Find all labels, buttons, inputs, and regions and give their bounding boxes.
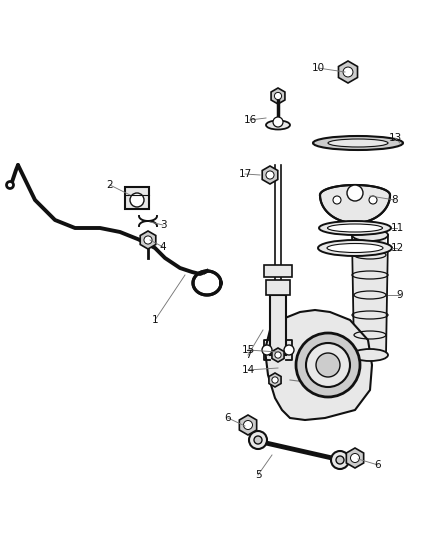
Circle shape xyxy=(275,352,281,358)
FancyBboxPatch shape xyxy=(125,187,149,209)
Circle shape xyxy=(274,92,282,100)
Ellipse shape xyxy=(327,244,383,253)
Polygon shape xyxy=(320,185,390,223)
Text: 14: 14 xyxy=(241,365,254,375)
Circle shape xyxy=(244,421,252,430)
Text: 15: 15 xyxy=(241,345,254,355)
Circle shape xyxy=(7,182,14,189)
Circle shape xyxy=(369,196,377,204)
Polygon shape xyxy=(193,271,221,295)
Circle shape xyxy=(350,454,360,463)
Circle shape xyxy=(306,343,350,387)
Text: 1: 1 xyxy=(152,315,158,325)
Text: 6: 6 xyxy=(374,460,381,470)
Circle shape xyxy=(284,345,294,355)
Polygon shape xyxy=(262,166,278,184)
Circle shape xyxy=(144,236,152,244)
Polygon shape xyxy=(272,348,284,362)
Ellipse shape xyxy=(266,120,290,130)
Circle shape xyxy=(249,431,267,449)
Ellipse shape xyxy=(328,139,388,147)
Text: 13: 13 xyxy=(389,133,402,143)
Circle shape xyxy=(336,456,344,464)
Text: 4: 4 xyxy=(160,242,166,252)
Polygon shape xyxy=(265,310,372,420)
Ellipse shape xyxy=(328,224,382,232)
Text: 10: 10 xyxy=(311,63,325,73)
Bar xyxy=(264,265,292,277)
Text: 9: 9 xyxy=(397,290,403,300)
Ellipse shape xyxy=(319,221,391,235)
Ellipse shape xyxy=(352,349,388,361)
Polygon shape xyxy=(239,415,257,435)
Bar xyxy=(275,165,281,295)
Ellipse shape xyxy=(318,240,392,256)
Ellipse shape xyxy=(313,136,403,150)
Circle shape xyxy=(316,353,340,377)
Circle shape xyxy=(266,171,274,179)
Polygon shape xyxy=(346,448,364,468)
Polygon shape xyxy=(269,373,281,387)
Bar xyxy=(266,280,290,295)
Text: 17: 17 xyxy=(238,169,251,179)
Text: 7: 7 xyxy=(245,350,251,360)
Bar xyxy=(354,235,386,355)
Text: 12: 12 xyxy=(390,243,404,253)
Text: 16: 16 xyxy=(244,115,257,125)
Text: 2: 2 xyxy=(107,180,113,190)
Circle shape xyxy=(347,185,363,201)
Circle shape xyxy=(130,193,144,207)
Polygon shape xyxy=(271,88,285,104)
Circle shape xyxy=(262,345,272,355)
Circle shape xyxy=(331,451,349,469)
Text: 3: 3 xyxy=(160,220,166,230)
Circle shape xyxy=(254,436,262,444)
Circle shape xyxy=(343,67,353,77)
Polygon shape xyxy=(339,61,357,83)
Circle shape xyxy=(333,196,341,204)
Text: 8: 8 xyxy=(392,195,398,205)
Ellipse shape xyxy=(352,229,388,241)
Bar xyxy=(270,295,286,355)
Circle shape xyxy=(272,377,278,383)
Polygon shape xyxy=(140,231,156,249)
Text: 6: 6 xyxy=(225,413,231,423)
Text: 11: 11 xyxy=(390,223,404,233)
Circle shape xyxy=(296,333,360,397)
Circle shape xyxy=(273,117,283,127)
Text: 5: 5 xyxy=(254,470,261,480)
